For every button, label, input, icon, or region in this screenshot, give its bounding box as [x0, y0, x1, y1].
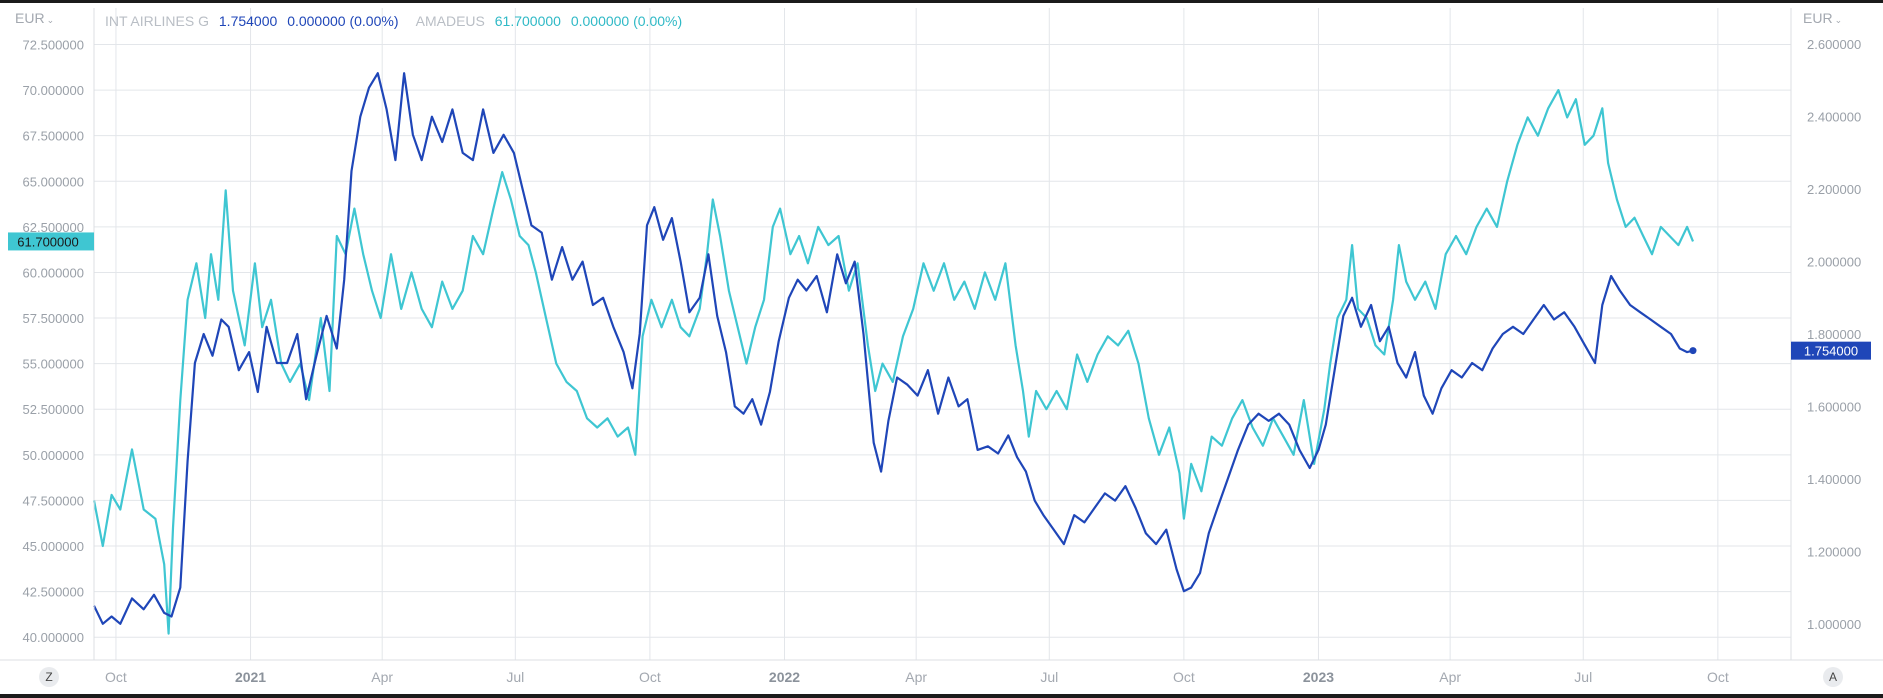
zoom-button[interactable]: Z: [39, 667, 59, 687]
right-tick-label: 1.200000: [1807, 544, 1861, 559]
left-tick-label: 40.000000: [23, 630, 84, 645]
x-tick-label: Apr: [905, 669, 927, 685]
right-currency-selector[interactable]: EUR ⌄: [1803, 10, 1842, 26]
legend-value-iag: 1.754000: [218, 13, 278, 29]
chevron-down-icon: ⌄: [1834, 15, 1843, 25]
x-axis: Oct 2021 Apr Jul Oct 2022 Apr Jul Oct 2023 Apr Jul O…: [105, 669, 1729, 685]
left-currency-selector[interactable]: EUR ⌄: [15, 10, 54, 26]
auto-scale-button[interactable]: A: [1823, 667, 1843, 687]
series-line-int-airlines-g: [93, 72, 1694, 625]
x-tick-label: Apr: [1439, 669, 1461, 685]
legend-value-amadeus: 61.700000: [494, 13, 561, 29]
left-tick-label: 45.000000: [23, 539, 84, 554]
x-tick-label: 2022: [769, 669, 800, 685]
last-value-badge-right: [1791, 341, 1871, 360]
left-tick-label: 67.500000: [23, 129, 84, 144]
left-tick-label: 47.500000: [23, 493, 84, 508]
last-value-label-left: 61.700000: [17, 234, 78, 249]
x-tick-label: Jul: [1574, 669, 1592, 685]
last-point-marker: [1689, 347, 1697, 355]
x-tick-label: Jul: [506, 669, 524, 685]
right-tick-label: 1.400000: [1807, 472, 1861, 487]
left-tick-label: 60.000000: [23, 265, 84, 280]
x-tick-label: Oct: [1707, 669, 1729, 685]
legend-change-amadeus: 0.000000 (0.00%): [570, 13, 683, 29]
right-tick-label: 1.000000: [1807, 617, 1861, 632]
chevron-down-icon: ⌄: [46, 15, 55, 25]
right-tick-label: 2.600000: [1807, 37, 1861, 52]
left-tick-label: 42.500000: [23, 585, 84, 600]
x-tick-label: 2023: [1303, 669, 1334, 685]
last-value-label-right: 1.754000: [1804, 344, 1858, 359]
x-tick-label: Oct: [1173, 669, 1195, 685]
legend-change-iag: 0.000000 (0.00%): [287, 13, 399, 29]
right-tick-label: 2.200000: [1807, 182, 1861, 197]
x-tick-label: Apr: [371, 669, 393, 685]
left-tick-label: 72.500000: [23, 37, 84, 52]
x-tick-label: Oct: [105, 669, 127, 685]
left-tick-label: 65.000000: [23, 174, 84, 189]
right-currency-label: EUR: [1803, 10, 1833, 26]
left-tick-label: 52.500000: [23, 402, 84, 417]
gridlines: [94, 8, 1791, 660]
x-tick-label: Jul: [1040, 669, 1058, 685]
left-tick-label: 62.500000: [23, 220, 84, 235]
left-tick-label: 55.000000: [23, 357, 84, 372]
right-y-axis: 2.600000 2.400000 2.200000 2.000000 1.800000…: [1807, 37, 1861, 632]
left-tick-label: 70.000000: [23, 83, 84, 98]
last-value-badge-left: [8, 232, 94, 251]
left-currency-label: EUR: [15, 10, 45, 26]
right-tick-label: 2.400000: [1807, 110, 1861, 125]
x-tick-label: 2021: [235, 669, 266, 685]
left-tick-label: 50.000000: [23, 448, 84, 463]
left-y-axis: 72.500000 70.000000 67.500000 65.000000 62.5…: [23, 37, 84, 645]
left-tick-label: 57.500000: [23, 311, 84, 326]
legend: INT AIRLINES G 1.754000 0.000000 (0.00%)…: [105, 13, 688, 29]
right-tick-label: 1.800000: [1807, 327, 1861, 342]
series-layer: [92, 72, 1697, 635]
legend-name-iag: INT AIRLINES G: [105, 13, 209, 29]
last-value-labels: 61.700000 1.754000: [8, 232, 1871, 360]
x-tick-label: Oct: [639, 669, 661, 685]
right-tick-label: 2.000000: [1807, 255, 1861, 270]
legend-name-amadeus: AMADEUS: [415, 13, 485, 29]
right-tick-label: 1.600000: [1807, 399, 1861, 414]
